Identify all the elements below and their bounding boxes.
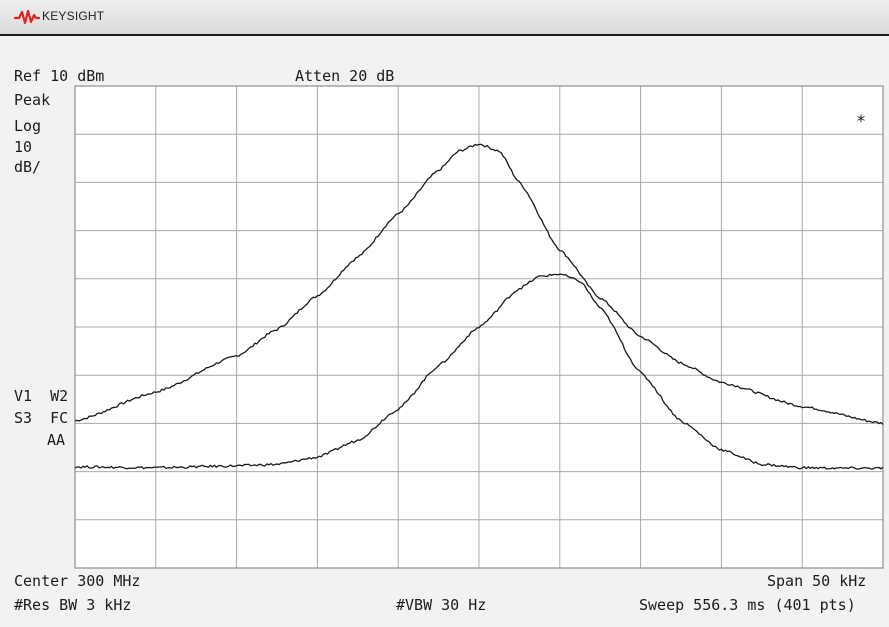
- brand-name: KEYSIGHT: [42, 9, 105, 23]
- res-bw-label: #Res BW 3 kHz: [14, 596, 132, 614]
- scale-unit-label: dB/: [14, 158, 42, 176]
- sweep-label: Sweep 556.3 ms (401 pts): [639, 596, 856, 614]
- span-label: Span 50 kHz: [767, 572, 867, 590]
- graticule-border: [74, 85, 884, 569]
- keysight-wave-icon: [14, 9, 40, 25]
- trace-flags-line-1: V1 W2: [14, 387, 69, 405]
- vbw-label: #VBW 30 Hz: [396, 596, 487, 614]
- brand-bar: KEYSIGHT: [0, 0, 889, 36]
- center-frequency-label: Center 300 MHz: [14, 572, 141, 590]
- trace-2-line: [74, 273, 884, 470]
- ref-level-label: Ref 10 dBm: [14, 67, 105, 85]
- trace-group: [74, 143, 884, 470]
- scale-type-label: Log: [14, 117, 42, 135]
- marker-symbol: *: [856, 112, 866, 132]
- scale-value-label: 10: [14, 138, 33, 156]
- trace-1-line: [74, 143, 884, 425]
- trace-flags-line-3: AA: [47, 431, 66, 449]
- detector-label: Peak: [14, 91, 51, 109]
- trace-flags-line-2: S3 FC: [14, 409, 69, 427]
- attenuation-label: Atten 20 dB: [295, 67, 395, 85]
- graticule-grid: [75, 86, 883, 568]
